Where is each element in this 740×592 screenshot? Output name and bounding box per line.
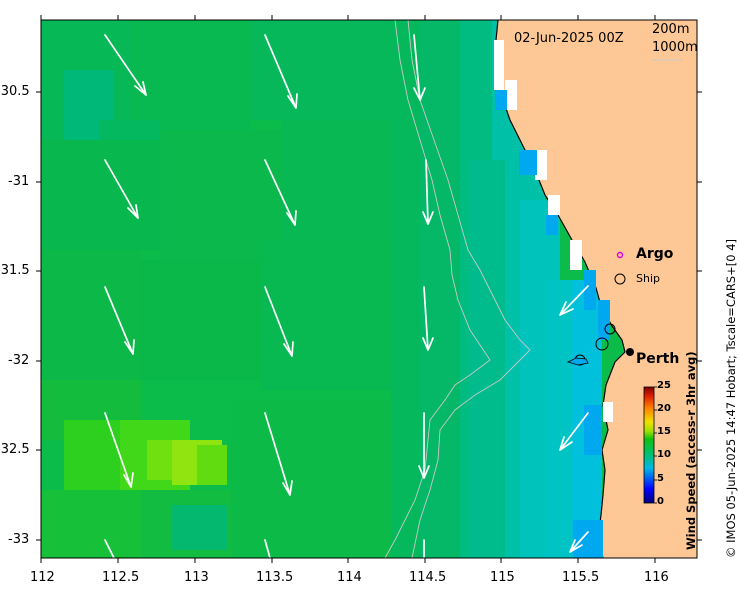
argo-marker-icon [616,251,624,259]
x-ticks [40,15,656,563]
lat-label: -31.5 [0,263,30,278]
lat-label: -32.5 [0,442,30,457]
lon-label: 112 [30,570,55,585]
colorbar [643,386,655,504]
plot-frame [40,19,698,559]
lat-label: -32 [8,353,30,368]
y-ticks [36,91,702,541]
wind-vectors [104,34,589,559]
coastal-blue-cells [495,90,610,558]
lat-label: -31 [8,174,30,189]
colorbar-title: Wind Speed (access-r 3hr avg) [684,351,698,550]
colorbar-tick-label: 10 [657,449,671,460]
perth-label: Perth [636,351,680,367]
isobath-label-1000: 1000m [652,40,698,55]
lat-label: -33 [8,532,30,547]
colorbar-tick-label: 0 [657,496,664,507]
colorbar-tick-label: 5 [657,473,664,484]
argo-legend-label: Argo [636,246,674,262]
lon-label: 115.5 [562,570,600,585]
lon-label: 112.5 [102,570,140,585]
coastal-white-gaps [494,40,613,422]
colorbar-tick-label: 15 [657,426,671,437]
lon-label: 115 [490,570,515,585]
colorbar-tick-label: 20 [657,403,671,414]
wind-field-grid [41,20,602,558]
rottnest-island [566,357,589,366]
colorbar-ticks [654,386,657,504]
credit-text: © IMOS 05-Jun-2025 14:47 Hobart; Tscale=… [724,238,738,558]
lon-label: 113.5 [256,570,294,585]
lon-label: 114.5 [409,570,447,585]
isobath-label-200: 200m [652,22,690,37]
colorbar-tick-label: 25 [657,380,671,391]
lat-label: -30.5 [0,84,30,99]
perth-dot [626,348,634,356]
map-date: 02-Jun-2025 00Z [514,31,624,46]
lon-label: 113 [184,570,209,585]
lon-label: 116 [644,570,669,585]
lon-label: 114 [337,570,362,585]
ship-legend-label: Ship [636,272,660,285]
